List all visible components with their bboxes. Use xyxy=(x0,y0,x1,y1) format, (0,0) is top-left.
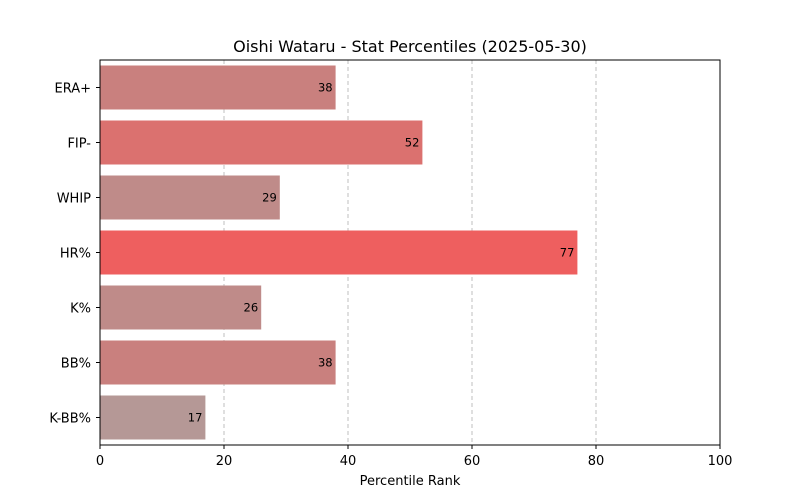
bar xyxy=(100,65,336,110)
x-tick-label: 100 xyxy=(708,454,733,469)
y-tick-label: HR% xyxy=(60,247,91,262)
bar xyxy=(100,230,578,275)
bar-value-label: 29 xyxy=(262,191,277,205)
x-tick-label: 60 xyxy=(464,454,481,469)
bar xyxy=(100,175,280,220)
y-tick-label: ERA+ xyxy=(54,82,91,97)
x-axis-label: Percentile Rank xyxy=(360,474,461,489)
bar-value-label: 77 xyxy=(560,246,575,260)
chart-title: Oishi Wataru - Stat Percentiles (2025-05… xyxy=(233,37,587,56)
x-tick-label: 80 xyxy=(588,454,605,469)
bars xyxy=(100,65,578,440)
y-tick-label: K% xyxy=(70,302,91,317)
bar xyxy=(100,120,423,165)
y-tick-label: K-BB% xyxy=(49,412,91,427)
bar-value-label: 38 xyxy=(318,356,333,370)
bar-value-label: 52 xyxy=(405,136,420,150)
y-tick-label: WHIP xyxy=(57,192,91,207)
y-axis-ticks: ERA+ FIP- WHIP HR% K% BB% K-BB% xyxy=(49,82,100,427)
y-tick-label: BB% xyxy=(61,357,91,372)
bar-value-label: 38 xyxy=(318,81,333,95)
bar xyxy=(100,340,336,385)
bar-value-label: 26 xyxy=(244,301,259,315)
y-tick-label: FIP- xyxy=(67,137,91,152)
x-axis-ticks: 0 20 40 60 80 100 xyxy=(96,445,733,469)
bar-value-label: 17 xyxy=(188,411,203,425)
x-tick-label: 20 xyxy=(216,454,233,469)
x-tick-label: 0 xyxy=(96,454,104,469)
bar xyxy=(100,395,206,440)
bar xyxy=(100,285,262,330)
x-tick-label: 40 xyxy=(340,454,357,469)
data-labels: 38 52 29 77 26 38 17 xyxy=(188,81,575,425)
